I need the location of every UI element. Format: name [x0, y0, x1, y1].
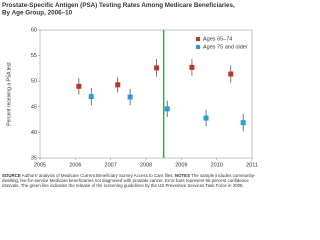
y-tick-label: 40	[31, 130, 37, 136]
point	[127, 94, 133, 100]
point	[240, 120, 246, 126]
point	[228, 71, 234, 77]
chart-title: Prostate-Specific Antigen (PSA) Testing …	[2, 2, 235, 17]
x-tick-label: 2008	[140, 162, 152, 168]
legend-swatch	[196, 45, 200, 49]
x-tick-label: 2011	[246, 162, 258, 168]
point	[154, 65, 160, 71]
point	[164, 106, 170, 112]
y-tick-label: 45	[31, 104, 37, 110]
legend-label: Ages 65–74	[203, 36, 232, 42]
footnote: SOURCE Authors' analysis of Medicare Cur…	[2, 173, 257, 189]
legend-swatch	[196, 37, 200, 41]
y-tick-label: 50	[31, 79, 37, 85]
point	[76, 83, 82, 89]
point	[189, 64, 195, 70]
point	[88, 94, 94, 100]
notes-label: NOTES	[174, 173, 191, 178]
x-tick-label: 2007	[105, 162, 117, 168]
legend-label: Ages 75 and older	[203, 44, 248, 50]
x-tick-label: 2006	[69, 162, 81, 168]
y-tick-label: 35	[31, 155, 37, 161]
y-tick-label: 55	[31, 53, 37, 59]
x-tick-label: 2010	[211, 162, 223, 168]
page: Prostate-Specific Antigen (PSA) Testing …	[2, 1, 258, 189]
chart: Prostate-Specific Antigen (PSA) Testing …	[2, 2, 258, 169]
plot-frame	[39, 29, 253, 159]
point	[115, 82, 121, 88]
source-text: Authors' analysis of Medicare Current Be…	[21, 173, 174, 178]
source-label: SOURCE	[2, 173, 21, 178]
x-tick-label: 2009	[175, 162, 187, 168]
notes-text: The sample includes community-dwelling, …	[2, 173, 256, 189]
y-tick-label: 60	[31, 27, 37, 33]
x-tick-label: 2005	[34, 162, 46, 168]
y-axis-label: Percent receiving a PSA test	[6, 62, 12, 126]
point	[203, 115, 209, 121]
